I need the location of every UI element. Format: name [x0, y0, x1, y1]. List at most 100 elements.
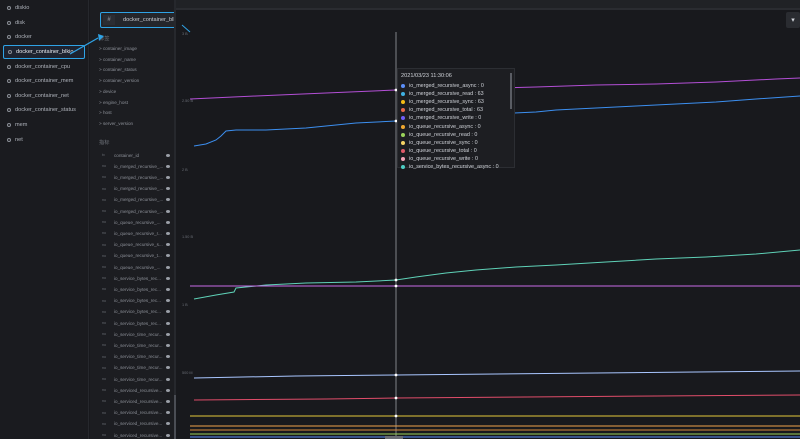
measurement-icon	[7, 137, 11, 142]
y-axis-label: 2.50 B	[182, 99, 193, 103]
field-item[interactable]: no io_merged_recursive_...	[102, 207, 174, 215]
field-type-icon: no	[102, 220, 106, 225]
measurement-item[interactable]: mem	[3, 118, 85, 133]
tooltip-series-value: 0	[480, 83, 484, 89]
measurement-icon	[8, 50, 12, 55]
eye-icon[interactable]	[166, 310, 170, 314]
time-range-handle[interactable]	[385, 436, 403, 439]
field-item[interactable]: no io_serviced_recursive...	[102, 420, 174, 428]
chevron-down-icon[interactable]: ▾	[786, 12, 800, 28]
tooltip-series-value: 0	[473, 147, 477, 154]
field-item[interactable]: no io_service_bytes_rec...	[102, 274, 174, 282]
tooltip-separator: :	[470, 139, 475, 146]
field-item[interactable]: no io_queue_recursive_...	[102, 218, 174, 226]
measurement-item[interactable]: diskio	[3, 1, 85, 16]
field-item[interactable]: no io_service_bytes_rec...	[102, 319, 174, 327]
eye-icon[interactable]	[166, 276, 170, 280]
field-item[interactable]: no io_service_time_recur...	[102, 353, 174, 361]
eye-icon[interactable]	[166, 265, 170, 269]
tag-item[interactable]: > engine_host	[99, 99, 128, 105]
series-color-swatch	[401, 124, 405, 129]
field-item[interactable]: no io_queue_recursive_r...	[102, 229, 174, 237]
measurement-tag[interactable]: # docker_container_blkio	[100, 12, 182, 28]
tooltip-separator: :	[473, 99, 478, 106]
field-item[interactable]: no io_merged_recursive_...	[102, 162, 174, 170]
field-item[interactable]: no io_service_time_recur...	[102, 341, 174, 349]
panel-scrollbar[interactable]	[174, 0, 176, 439]
tooltip-row: io_merged_recursive_sync : 63	[401, 98, 484, 106]
eye-icon[interactable]	[166, 399, 170, 403]
field-label: io_service_bytes_rec...	[114, 298, 161, 304]
eye-icon[interactable]	[166, 343, 170, 347]
eye-icon[interactable]	[166, 287, 170, 291]
scrollbar-thumb[interactable]	[174, 395, 176, 439]
measurement-item[interactable]: docker_container_status	[3, 103, 85, 118]
measurement-item[interactable]: docker_container_blkio	[3, 44, 85, 60]
field-item[interactable]: no io_service_bytes_rec...	[102, 308, 174, 316]
field-item[interactable]: no io_queue_recursive_s...	[102, 241, 174, 249]
tag-item[interactable]: > container_name	[99, 56, 136, 62]
field-label: io_serviced_recursive...	[114, 410, 163, 416]
tag-item[interactable]: > device	[99, 88, 117, 94]
eye-icon[interactable]	[166, 388, 170, 392]
eye-icon[interactable]	[166, 355, 170, 359]
chart-toolbar-divider	[176, 8, 800, 10]
field-item[interactable]: no io_merged_recursive_...	[102, 185, 174, 193]
measurement-item[interactable]: docker_container_mem	[3, 74, 85, 89]
field-item[interactable]: no io_merged_recursive_...	[102, 196, 174, 204]
field-item[interactable]: no io_service_time_recur...	[102, 375, 174, 383]
tooltip-series-value: 0	[474, 155, 478, 162]
measurement-icon	[7, 108, 11, 113]
tag-item[interactable]: > host	[99, 110, 112, 116]
field-label: io_merged_recursive_...	[114, 197, 164, 203]
eye-icon[interactable]	[166, 422, 170, 426]
eye-icon[interactable]	[166, 231, 170, 235]
measurement-item[interactable]: net	[3, 132, 85, 147]
tooltip-separator: :	[470, 155, 475, 162]
field-item[interactable]: no io_merged_recursive_...	[102, 173, 174, 181]
tag-item[interactable]: > container_image	[99, 46, 137, 51]
eye-icon[interactable]	[166, 254, 170, 258]
eye-icon[interactable]	[166, 411, 170, 415]
eye-icon[interactable]	[166, 220, 170, 224]
tag-item[interactable]: > container_version	[99, 78, 140, 84]
field-item[interactable]: no io_service_time_recur...	[102, 364, 174, 372]
eye-icon[interactable]	[166, 243, 170, 247]
tag-item[interactable]: > server_version	[99, 120, 134, 126]
field-item[interactable]: no io_service_time_recur...	[102, 330, 174, 338]
eye-icon[interactable]	[166, 433, 170, 437]
tooltip-scrollbar[interactable]	[510, 73, 512, 109]
measurement-item[interactable]: docker	[3, 30, 85, 45]
eye-icon[interactable]	[166, 299, 170, 303]
eye-icon[interactable]	[166, 187, 170, 191]
tooltip-row: io_queue_recursive_sync : 0	[401, 139, 478, 147]
eye-icon[interactable]	[166, 366, 170, 370]
eye-icon[interactable]	[166, 175, 170, 179]
eye-icon[interactable]	[166, 164, 170, 168]
field-item[interactable]: no io_serviced_recursive...	[102, 431, 174, 439]
measurement-item[interactable]: docker_container_net	[3, 89, 85, 104]
field-item[interactable]: no io_queue_recursive_t...	[102, 252, 174, 260]
eye-icon[interactable]	[166, 332, 170, 336]
measurement-label: disk	[15, 19, 25, 26]
field-item[interactable]: no io_service_bytes_rec...	[102, 285, 174, 293]
eye-icon[interactable]	[166, 377, 170, 381]
measurement-item[interactable]: docker_container_cpu	[3, 59, 85, 74]
series-color-swatch	[401, 165, 405, 169]
eye-icon[interactable]	[166, 321, 170, 325]
field-item[interactable]: no io_serviced_recursive...	[102, 397, 174, 405]
eye-icon[interactable]	[166, 209, 170, 213]
tooltip-row: io_queue_recursive_total : 0	[401, 147, 477, 155]
field-item[interactable]: no io_serviced_recursive...	[102, 409, 174, 417]
line-chart[interactable]	[176, 0, 800, 439]
field-item[interactable]: no io_serviced_recursive...	[102, 386, 174, 394]
field-item[interactable]: tx container_id	[102, 151, 174, 159]
field-item[interactable]: no io_service_bytes_rec...	[102, 297, 174, 305]
field-type-icon: no	[102, 365, 106, 370]
measurement-icon	[7, 20, 11, 25]
tag-item[interactable]: > container_status	[99, 67, 137, 73]
eye-icon[interactable]	[166, 153, 170, 157]
measurement-item[interactable]: disk	[3, 16, 85, 31]
field-item[interactable]: no io_queue_recursive_...	[102, 263, 174, 271]
eye-icon[interactable]	[166, 198, 170, 202]
